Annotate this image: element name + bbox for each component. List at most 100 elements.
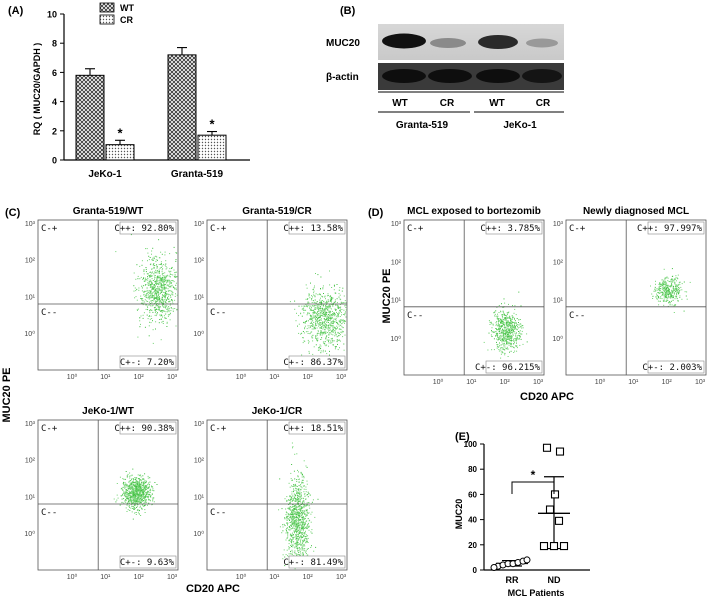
flow-event [291,521,293,523]
flow-event [327,307,329,309]
flow-event [300,473,302,475]
flow-event [666,276,668,278]
flow-event [503,348,505,350]
flow-event [122,494,124,496]
flow-event [145,482,146,484]
flow-event [136,288,138,290]
flow-event [292,514,294,515]
flow-event [339,307,341,309]
flow-event [297,544,299,546]
flow-event [331,321,333,323]
flow-event [327,295,329,296]
flow-event [489,321,491,323]
flow-event [153,299,155,300]
flow-event [505,348,507,349]
flow-event [328,334,330,336]
flow-event [511,336,513,338]
flow-event [324,322,325,324]
flow-event [300,489,302,491]
flow-event [319,319,321,321]
flow-event [322,296,324,298]
flow-event [322,328,324,330]
flow-event [152,499,154,501]
flow-event [302,520,304,522]
flow-event [158,271,160,273]
flow-event [151,259,153,261]
flow-event [139,489,141,491]
flow-event [498,325,500,327]
flow-event [504,338,506,340]
flow-event [329,270,330,272]
flow-event [500,336,502,338]
flow-event [498,338,500,340]
flow-event [306,541,308,543]
flow-event [135,478,137,480]
flow-event [123,495,125,497]
flow-event [658,283,660,285]
flow-event [132,468,134,470]
flow-y-tick: 10² [25,458,36,465]
flow-event [147,284,149,286]
flow-event [125,499,127,501]
flow-event [304,548,306,550]
flow-event [152,488,154,490]
flow-event [335,334,337,336]
flow-event [491,349,493,351]
flow-event [511,320,513,322]
flow-event [294,513,295,515]
flow-event [330,342,332,344]
flow-event [295,505,297,507]
flow-event [306,494,308,496]
flow-event [166,311,168,313]
flow-event [298,485,300,487]
flow-event [152,329,154,331]
flow-event [330,324,332,326]
flow-event [678,287,679,288]
bar-cr-granta-519 [197,134,227,161]
flow-event [290,518,292,520]
flow-event [155,281,157,283]
flow-event [315,317,317,318]
flow-event [126,484,128,486]
flow-event [516,332,517,334]
flow-event [338,305,339,307]
flow-event [516,347,518,349]
flow-event [130,234,132,236]
flow-event [313,550,315,552]
flow-event [326,317,328,319]
flow-event [296,542,297,544]
flow-event [142,302,144,304]
flow-event [140,323,141,325]
flow-event [493,312,495,314]
flow-event [312,289,314,291]
flow-event [502,319,504,321]
flow-event [298,517,300,519]
flow-event [307,333,309,334]
flow-event [322,333,324,335]
flow-event [163,295,165,297]
flow-event [139,474,141,476]
flow-event [132,491,134,493]
flow-event [286,518,288,520]
flow-event [298,523,300,525]
flow-event [323,332,325,334]
flow-event [289,496,291,498]
flow-event [683,310,685,312]
flow-event [500,311,502,313]
flow-event [157,282,159,284]
flow-event [293,537,294,539]
panel-e-points [490,443,570,571]
flow-event [342,287,344,289]
flow-event [662,283,664,285]
flow-event [507,320,509,322]
flow-event [495,334,497,336]
flow-event [297,502,299,504]
flow-event [495,315,497,317]
flow-event [293,488,295,490]
flow-event [677,274,679,276]
flow-event [133,290,135,292]
flow-event [296,543,298,545]
flow-event [334,321,336,322]
flow-event [139,490,141,492]
flow-event [135,484,137,486]
